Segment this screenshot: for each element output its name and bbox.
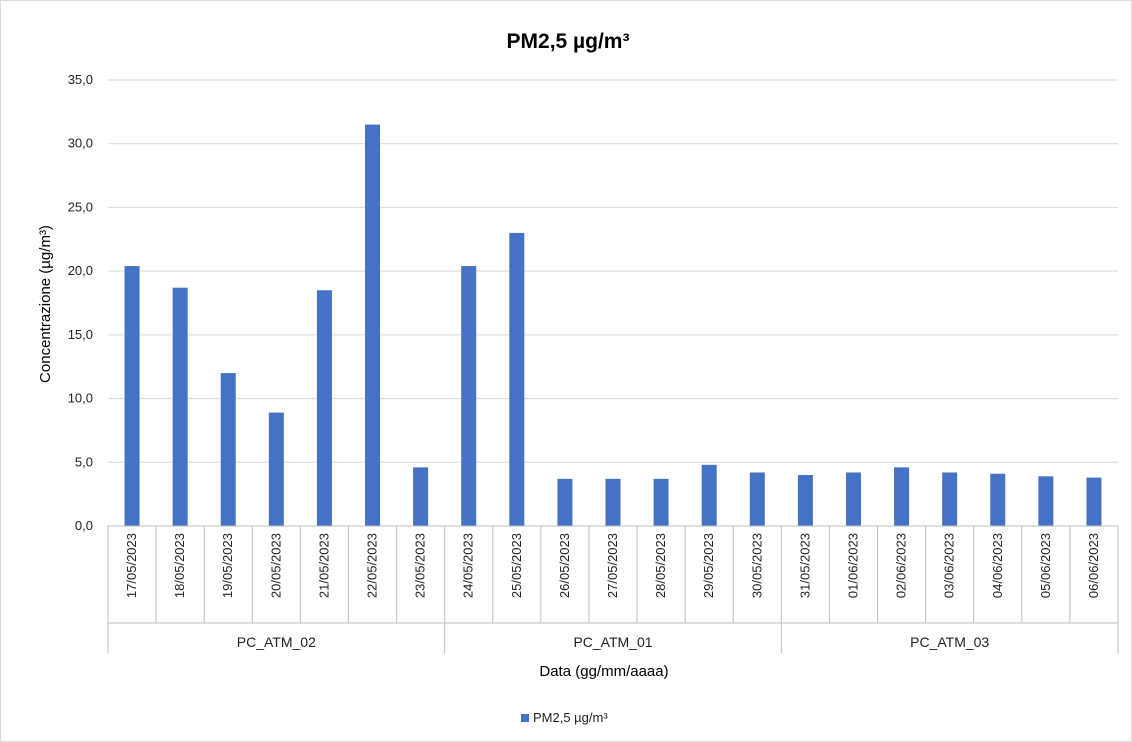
x-tick-label: 22/05/2023	[365, 533, 380, 598]
group-labels: PC_ATM_02 PC_ATM_01 PC_ATM_03	[237, 634, 990, 650]
bar	[365, 125, 380, 526]
bar	[750, 472, 765, 526]
bar	[990, 474, 1005, 526]
x-tick-label: 04/06/2023	[990, 533, 1005, 598]
bars	[125, 125, 1102, 526]
y-tick-label: 10,0	[68, 391, 93, 406]
bar	[702, 465, 717, 526]
bar	[125, 266, 140, 526]
y-tick-label: 30,0	[68, 136, 93, 151]
x-axis-label: Data (gg/mm/aaaa)	[539, 663, 668, 680]
x-tick-labels: 17/05/2023 18/05/2023 19/05/2023 20/05/2023…	[124, 533, 1101, 598]
x-tick-label: 27/05/2023	[605, 533, 620, 598]
bar	[606, 479, 621, 526]
y-tick-label: 15,0	[68, 327, 93, 342]
x-tick-label: 18/05/2023	[172, 533, 187, 598]
x-tick-label: 28/05/2023	[653, 533, 668, 598]
legend-label: PM2,5 µg/m³	[533, 710, 608, 725]
x-tick-label: 05/06/2023	[1038, 533, 1053, 598]
x-tick-label: 26/05/2023	[557, 533, 572, 598]
bar	[942, 472, 957, 526]
bar	[1086, 478, 1101, 526]
x-tick-label: 02/06/2023	[894, 533, 909, 598]
bar	[654, 479, 669, 526]
bar	[269, 413, 284, 526]
y-tick-label: 25,0	[68, 199, 93, 214]
gridlines	[108, 80, 1118, 462]
y-axis-label: Concentrazione (µg/m³)	[37, 225, 54, 383]
x-tick-label: 23/05/2023	[413, 533, 428, 598]
x-tick-label: 03/06/2023	[942, 533, 957, 598]
y-tick-label: 5,0	[75, 454, 93, 469]
legend-swatch	[521, 714, 529, 722]
bar	[1038, 476, 1053, 526]
bar	[894, 467, 909, 526]
x-tick-label: 19/05/2023	[220, 533, 235, 598]
x-tick-label: 17/05/2023	[124, 533, 139, 598]
bar	[317, 290, 332, 526]
y-tick-label: 0,0	[75, 518, 93, 533]
bar	[557, 479, 572, 526]
legend: PM2,5 µg/m³	[521, 710, 608, 725]
x-tick-label: 24/05/2023	[461, 533, 476, 598]
bar	[173, 288, 188, 526]
x-tick-label: 21/05/2023	[316, 533, 331, 598]
bar	[798, 475, 813, 526]
bar	[846, 472, 861, 526]
bar	[413, 467, 428, 526]
x-tick-label: 06/06/2023	[1086, 533, 1101, 598]
x-tick-label: 01/06/2023	[845, 533, 860, 598]
group-label: PC_ATM_03	[910, 634, 989, 650]
x-tick-label: 25/05/2023	[509, 533, 524, 598]
bar	[461, 266, 476, 526]
chart-title: PM2,5 µg/m³	[507, 30, 630, 53]
y-tick-label: 35,0	[68, 72, 93, 87]
group-label: PC_ATM_02	[237, 634, 316, 650]
bar	[509, 233, 524, 526]
group-label: PC_ATM_01	[573, 634, 652, 650]
x-tick-label: 29/05/2023	[701, 533, 716, 598]
x-tick-label: 31/05/2023	[797, 533, 812, 598]
x-tick-label: 30/05/2023	[749, 533, 764, 598]
bar	[221, 373, 236, 526]
x-tick-label: 20/05/2023	[268, 533, 283, 598]
y-tick-label: 20,0	[68, 263, 93, 278]
y-tick-labels: 0,0 5,0 10,0 15,0 20,0 25,0 30,0 35,0	[68, 72, 93, 533]
